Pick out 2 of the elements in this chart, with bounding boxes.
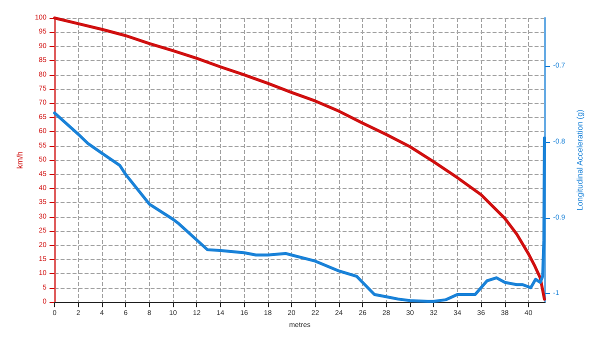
y-axis-title: km/h [16,151,24,169]
y2-axis-title: Longitudinal Acceleration (g) [576,109,584,211]
